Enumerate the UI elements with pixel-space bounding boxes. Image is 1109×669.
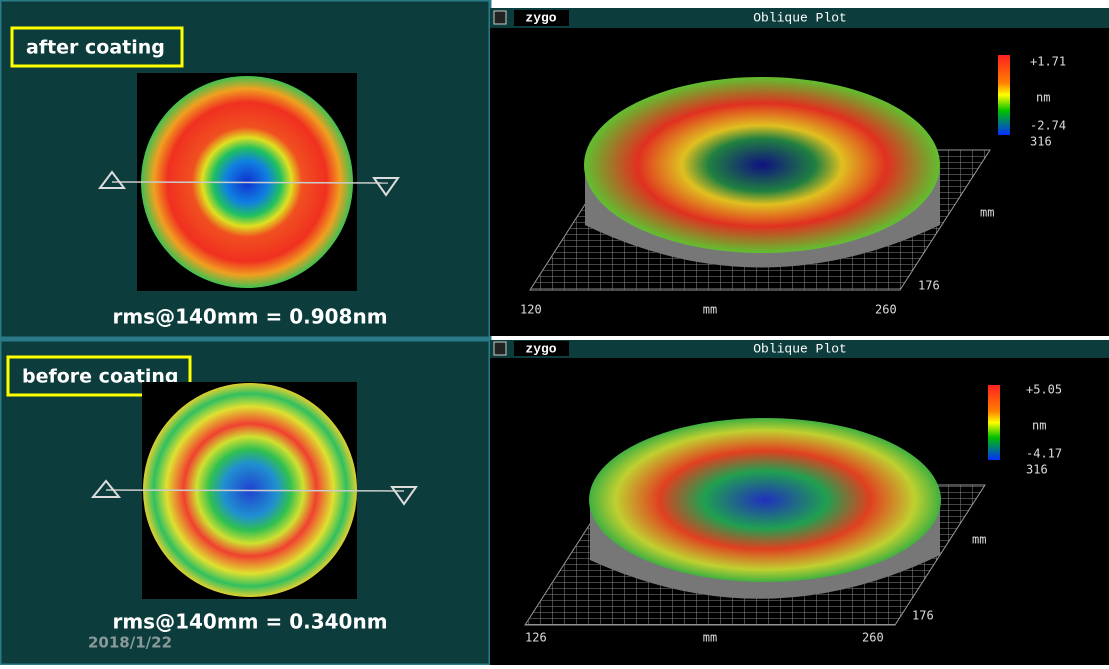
x-unit: mm bbox=[703, 631, 717, 645]
x-unit: mm bbox=[703, 303, 717, 317]
scale-unit: nm bbox=[1032, 419, 1046, 433]
scale-max: +1.71 bbox=[1030, 55, 1066, 69]
scale-extra: 316 bbox=[1030, 135, 1052, 149]
scale-max: +5.05 bbox=[1026, 383, 1062, 397]
color-bar bbox=[988, 385, 1000, 460]
surface-top bbox=[589, 418, 941, 582]
x-end: 260 bbox=[875, 303, 897, 317]
panel-label: after coating bbox=[26, 37, 165, 59]
rms-text: rms@140mm = 0.340nm bbox=[112, 610, 387, 634]
plot-title: Oblique Plot bbox=[753, 10, 847, 25]
scale-min: -4.17 bbox=[1026, 447, 1062, 461]
screenshot: after coating rms@140mm = 0.908nm before… bbox=[0, 0, 1109, 665]
profile-line bbox=[112, 182, 388, 183]
date: 2018/1/22 bbox=[88, 634, 172, 652]
x-end: 260 bbox=[862, 631, 884, 645]
scale-min: -2.74 bbox=[1030, 119, 1066, 133]
surface-top bbox=[584, 77, 940, 253]
brand: zygo bbox=[525, 341, 556, 356]
color-bar bbox=[998, 55, 1010, 135]
scale-extra: 316 bbox=[1026, 463, 1048, 477]
scale-unit: nm bbox=[1036, 91, 1050, 105]
plot-window: zygo Oblique Plot +1.71 nm -2.74 316 120… bbox=[490, 8, 1109, 336]
plot-title: Oblique Plot bbox=[753, 341, 847, 356]
close-button[interactable] bbox=[494, 342, 506, 355]
brand: zygo bbox=[525, 10, 556, 25]
y-unit: mm bbox=[980, 206, 994, 220]
y-unit: mm bbox=[972, 533, 986, 547]
y-end: 176 bbox=[918, 279, 940, 293]
y-end: 176 bbox=[912, 609, 934, 623]
x-start: 126 bbox=[525, 631, 547, 645]
x-start: 120 bbox=[520, 303, 542, 317]
close-button[interactable] bbox=[494, 11, 506, 24]
plot-window: zygo Oblique Plot +5.05 nm -4.17 316 126… bbox=[490, 340, 1109, 665]
profile-line bbox=[106, 490, 404, 491]
rms-text: rms@140mm = 0.908nm bbox=[112, 305, 387, 329]
